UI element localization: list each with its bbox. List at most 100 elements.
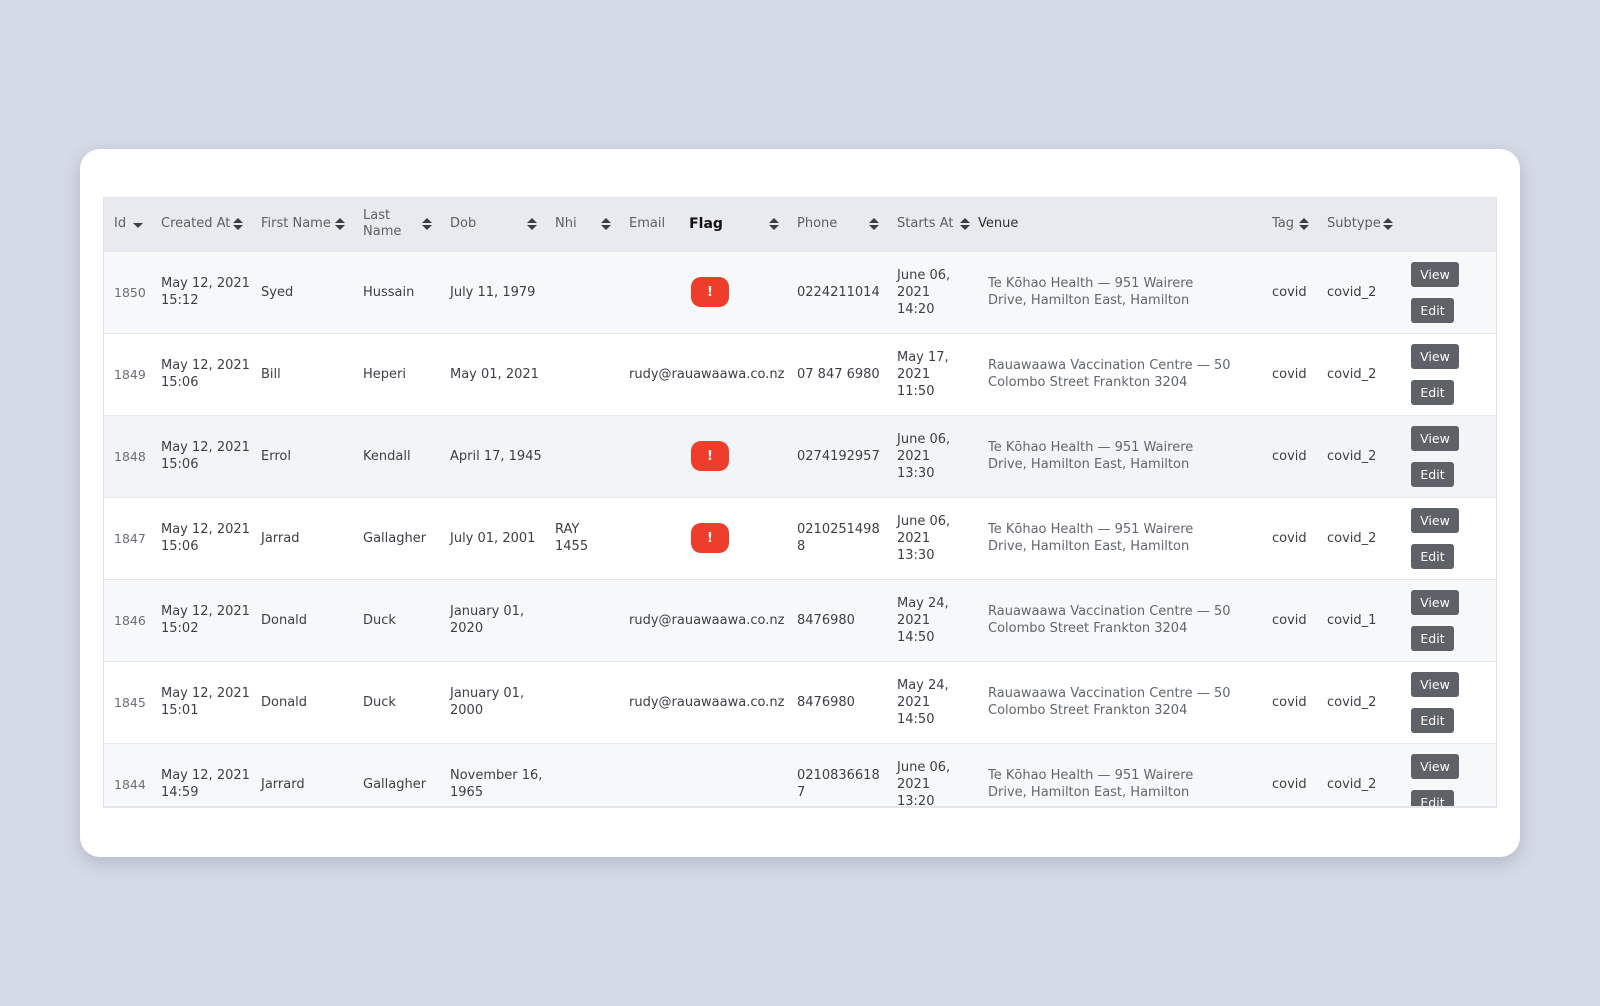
cell-actions: View Edit [1401, 333, 1496, 415]
cell-id: 1850 [114, 284, 146, 300]
col-header-last-name-label: Last Name [363, 207, 402, 239]
cell-created-at: May 12, 2021 15:06 [161, 358, 250, 390]
col-header-created-at-label: Created At [161, 215, 231, 231]
cell-id: 1848 [114, 448, 146, 464]
cell-starts-at: June 06, 2021 13:30 [897, 513, 951, 563]
col-header-starts-at-label: Starts At [897, 215, 954, 231]
view-button[interactable]: View [1411, 671, 1459, 697]
cell-starts-at: May 24, 2021 14:50 [897, 595, 949, 645]
cell-dob: January 01, 2020 [450, 604, 525, 636]
cell-email: rudy@rauawaawa.co.nz [619, 661, 787, 743]
edit-button[interactable]: Edit [1411, 379, 1454, 405]
col-header-last-name[interactable]: Last Name [353, 197, 440, 251]
col-header-first-name[interactable]: First Name [251, 197, 353, 251]
cell-dob: April 17, 1945 [450, 448, 542, 464]
table-row: 1847 May 12, 2021 15:06 Jarrad Gallagher Jul… [104, 497, 1496, 579]
cell-created-at: May 12, 2021 15:06 [161, 522, 250, 554]
cell-email-text: rudy@rauawaawa.co.nz [629, 694, 785, 710]
col-header-nhi[interactable]: Nhi [545, 197, 619, 251]
sort-icon[interactable] [527, 217, 537, 231]
cell-created-at: May 12, 2021 15:02 [161, 604, 250, 636]
cell-email-text: rudy@rauawaawa.co.nz [629, 366, 785, 382]
cell-actions: View Edit [1401, 579, 1496, 661]
col-header-tag-label: Tag [1272, 215, 1295, 231]
cell-nhi [545, 579, 619, 661]
col-header-subtype[interactable]: Subtype [1317, 197, 1401, 251]
cell-nhi: RAY 1455 [555, 522, 589, 554]
cell-id: 1844 [114, 776, 146, 792]
cell-last-name: Gallagher [363, 776, 427, 792]
cell-first-name: Donald [261, 612, 308, 628]
cell-actions: View Edit [1401, 497, 1496, 579]
cell-last-name: Hussain [363, 284, 415, 300]
cell-dob: November 16, 1965 [450, 768, 543, 801]
edit-button[interactable]: Edit [1411, 461, 1454, 487]
col-header-dob-label: Dob [450, 215, 477, 231]
table-row: 1844 May 12, 2021 14:59 Jarrard Gallagher No… [104, 743, 1496, 808]
view-button[interactable]: View [1411, 425, 1459, 451]
sort-icon[interactable] [422, 217, 432, 231]
records-table-container[interactable]: Id Created At First Name Last Name Dob [103, 197, 1497, 808]
col-header-phone[interactable]: Phone [787, 197, 887, 251]
sort-icon[interactable] [233, 217, 243, 231]
records-table: Id Created At First Name Last Name Dob [104, 197, 1496, 808]
sort-icon[interactable] [601, 217, 611, 231]
col-header-venue[interactable]: Venue [978, 197, 1262, 251]
cell-phone: 8476980 [797, 612, 855, 628]
cell-phone: 8476980 [797, 694, 855, 710]
col-header-created-at[interactable]: Created At [151, 197, 251, 251]
cell-nhi [545, 333, 619, 415]
view-button[interactable]: View [1411, 507, 1459, 533]
cell-tag: covid [1272, 530, 1307, 546]
cell-created-at: May 12, 2021 15:06 [161, 440, 250, 472]
cell-email: ! [619, 497, 787, 579]
cell-dob: January 01, 2000 [450, 686, 525, 718]
col-header-phone-label: Phone [797, 215, 838, 231]
cell-starts-at: June 06, 2021 14:20 [897, 267, 951, 317]
cell-last-name: Heperi [363, 366, 406, 382]
edit-button[interactable]: Edit [1411, 543, 1454, 569]
view-button[interactable]: View [1411, 589, 1459, 615]
cell-starts-at: June 06, 2021 13:20 [897, 759, 951, 808]
col-header-starts-at[interactable]: Starts At [887, 197, 978, 251]
table-header-row: Id Created At First Name Last Name Dob [104, 197, 1496, 251]
cell-nhi [545, 415, 619, 497]
cell-phone: 02102514988 [797, 522, 880, 554]
view-button[interactable]: View [1411, 753, 1459, 779]
sort-icon[interactable] [769, 217, 779, 231]
cell-phone: 0274192957 [797, 448, 880, 464]
sort-desc-icon[interactable] [133, 223, 143, 229]
cell-email [619, 743, 787, 806]
sort-icon[interactable] [1299, 217, 1309, 231]
cell-last-name: Kendall [363, 448, 411, 464]
cell-subtype: covid_2 [1327, 448, 1377, 464]
cell-subtype: covid_1 [1327, 612, 1377, 628]
edit-button[interactable]: Edit [1411, 789, 1454, 806]
sort-icon[interactable] [1383, 217, 1393, 231]
cell-venue: Te Kōhao Health — 951 Wairere Drive, Ham… [988, 276, 1194, 308]
cell-created-at: May 12, 2021 15:01 [161, 686, 250, 718]
col-header-flag-label: Flag [689, 215, 723, 232]
col-header-venue-label: Venue [978, 215, 1019, 231]
col-header-id[interactable]: Id [104, 197, 151, 251]
col-header-dob[interactable]: Dob [440, 197, 545, 251]
col-header-email[interactable]: Email Flag [619, 197, 787, 251]
table-body: 1850 May 12, 2021 15:12 Syed Hussain July 11… [104, 251, 1496, 808]
edit-button[interactable]: Edit [1411, 297, 1454, 323]
cell-id: 1847 [114, 530, 146, 546]
view-button[interactable]: View [1411, 261, 1459, 287]
cell-actions: View Edit [1401, 661, 1496, 743]
edit-button[interactable]: Edit [1411, 625, 1454, 651]
cell-venue: Te Kōhao Health — 951 Wairere Drive, Ham… [988, 768, 1194, 801]
view-button[interactable]: View [1411, 343, 1459, 369]
col-header-email-label: Email [629, 215, 666, 231]
cell-phone: 0224211014 [797, 284, 880, 300]
col-header-first-name-label: First Name [261, 215, 331, 231]
cell-created-at: May 12, 2021 15:12 [161, 276, 250, 308]
col-header-tag[interactable]: Tag [1262, 197, 1317, 251]
edit-button[interactable]: Edit [1411, 707, 1454, 733]
sort-icon[interactable] [335, 217, 345, 231]
col-header-actions [1401, 197, 1496, 251]
sort-icon[interactable] [960, 217, 970, 231]
sort-icon[interactable] [869, 217, 879, 231]
